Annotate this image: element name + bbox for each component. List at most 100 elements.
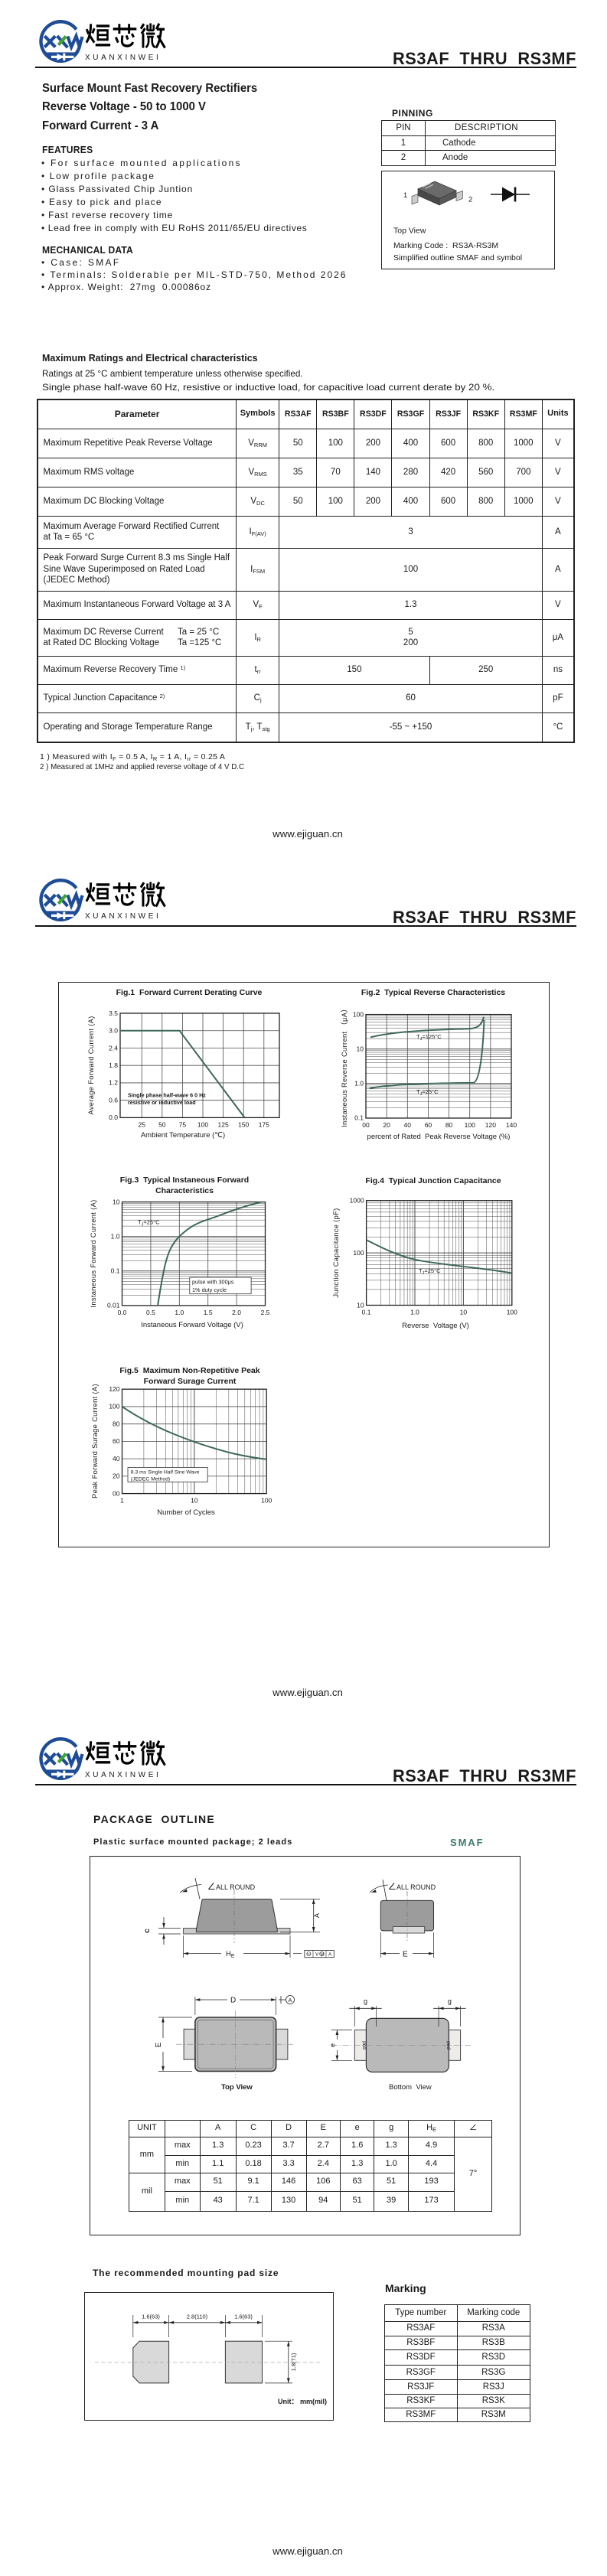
svg-text:Top View: Top View xyxy=(393,227,426,236)
svg-text:TJ=25°C: TJ=25°C xyxy=(138,1219,160,1228)
svg-text:Instaneous Forward Voltage (V): Instaneous Forward Voltage (V) xyxy=(141,1321,243,1329)
svg-text:1.6(63): 1.6(63) xyxy=(142,2314,160,2320)
svg-text:V: V xyxy=(315,1952,319,1958)
svg-text:0.01: 0.01 xyxy=(107,1302,120,1309)
svg-text:XUANXINWEI: XUANXINWEI xyxy=(85,54,161,62)
svg-text:10: 10 xyxy=(191,1497,198,1505)
svg-text:140: 140 xyxy=(506,1121,517,1129)
svg-text:00: 00 xyxy=(113,1489,120,1497)
svg-text:0.0: 0.0 xyxy=(109,1114,118,1121)
svg-text:ALL ROUND: ALL ROUND xyxy=(216,1883,256,1891)
svg-text:Number of Cycles: Number of Cycles xyxy=(157,1508,215,1517)
svg-text:XUANXINWEI: XUANXINWEI xyxy=(85,912,161,921)
svg-text:100: 100 xyxy=(261,1497,272,1505)
svg-text:1: 1 xyxy=(120,1497,124,1505)
svg-text:10: 10 xyxy=(460,1309,468,1316)
svg-text:60: 60 xyxy=(113,1437,120,1445)
svg-text:Peak Forward Surage Current (A: Peak Forward Surage Current (A) xyxy=(91,1384,99,1498)
svg-text:Fig.5 Maximum Non-Repetitive: Fig.5 Maximum Non-Repetitive Peak xyxy=(119,1366,259,1375)
svg-text:60: 60 xyxy=(425,1121,432,1129)
svg-text:0.6: 0.6 xyxy=(109,1096,118,1104)
svg-text:150: 150 xyxy=(238,1120,249,1128)
svg-text:1.0: 1.0 xyxy=(111,1233,120,1241)
svg-text:Forward Surage Current: Forward Surage Current xyxy=(144,1377,237,1386)
svg-text:A: A xyxy=(288,1997,292,2004)
svg-text:Single phase half-wave 6 0 Hz: Single phase half-wave 6 0 Hz xyxy=(128,1092,206,1099)
svg-text:0.0: 0.0 xyxy=(118,1309,127,1316)
svg-text:50: 50 xyxy=(158,1120,166,1128)
svg-text:100: 100 xyxy=(109,1403,119,1410)
svg-text:resistive or inductive load: resistive or inductive load xyxy=(128,1099,196,1106)
svg-text:1.0: 1.0 xyxy=(410,1309,419,1316)
svg-text:g: g xyxy=(364,1997,367,2005)
svg-text:175: 175 xyxy=(259,1120,269,1128)
svg-text:Fig.3 Typical Instaneous Forw: Fig.3 Typical Instaneous Forward xyxy=(120,1176,249,1185)
svg-text:TJ=25°C: TJ=25°C xyxy=(416,1088,439,1097)
svg-text:120: 120 xyxy=(109,1385,119,1393)
svg-text:TJ=125°C: TJ=125°C xyxy=(416,1033,442,1042)
svg-text:20: 20 xyxy=(113,1472,120,1480)
svg-text:100: 100 xyxy=(353,1249,364,1257)
svg-text:Junction Capacitance (pF): Junction Capacitance (pF) xyxy=(332,1208,340,1297)
svg-text:2.0: 2.0 xyxy=(232,1309,241,1316)
svg-text:1.6(63): 1.6(63) xyxy=(234,2314,253,2320)
svg-text:ALL ROUND: ALL ROUND xyxy=(397,1883,436,1891)
svg-text:2: 2 xyxy=(468,196,472,204)
svg-text:Unit： mm(mil): Unit： mm(mil) xyxy=(278,2398,327,2405)
svg-text:A: A xyxy=(328,1952,332,1958)
svg-text:Instaneous Forward Current (A): Instaneous Forward Current (A) xyxy=(90,1199,97,1307)
svg-text:Ambient Temperature (℃): Ambient Temperature (℃) xyxy=(141,1131,225,1140)
svg-text:Fig.2 Typical Reverse Charact: Fig.2 Typical Reverse Characteristics xyxy=(361,988,505,997)
svg-text:80: 80 xyxy=(445,1121,453,1129)
svg-text:Characteristics: Characteristics xyxy=(155,1186,214,1195)
svg-text:E: E xyxy=(155,2042,163,2047)
svg-text:0.1: 0.1 xyxy=(111,1267,120,1275)
svg-text:XUANXINWEI: XUANXINWEI xyxy=(85,1771,161,1779)
svg-text:100: 100 xyxy=(197,1120,208,1128)
svg-text:10: 10 xyxy=(357,1045,364,1053)
svg-text:20: 20 xyxy=(383,1121,390,1129)
svg-text:0.1: 0.1 xyxy=(354,1114,364,1122)
svg-text:125: 125 xyxy=(218,1120,229,1128)
svg-text:Reverse Voltage (V): Reverse Voltage (V) xyxy=(402,1322,469,1330)
svg-text:1.8: 1.8 xyxy=(109,1061,118,1069)
svg-text:0.5: 0.5 xyxy=(146,1309,155,1316)
svg-text:1% duty cycle: 1% duty cycle xyxy=(192,1286,227,1293)
svg-text:8.3 ms Single Half Sine Wave: 8.3 ms Single Half Sine Wave xyxy=(131,1470,200,1475)
svg-text:D: D xyxy=(230,1997,236,2005)
svg-text:2.8(110): 2.8(110) xyxy=(187,2314,208,2320)
svg-text:1.8(71): 1.8(71) xyxy=(290,2353,297,2371)
svg-text:Fig.1 Forward Current Deratin: Fig.1 Forward Current Derating Curve xyxy=(116,988,263,997)
svg-text:10: 10 xyxy=(113,1198,120,1205)
svg-text:Simplified outline SMAF and sy: Simplified outline SMAF and symbol xyxy=(393,253,522,262)
svg-text:Fig.4 Typical Junction Capaci: Fig.4 Typical Junction Capacitance xyxy=(365,1176,501,1185)
svg-text:percent of Rated Peak Reverse: percent of Rated Peak Reverse Voltage (%… xyxy=(367,1133,511,1141)
svg-text:HE: HE xyxy=(226,1950,235,1959)
svg-text:pulse with 300μs: pulse with 300μs xyxy=(192,1279,234,1286)
svg-text:100: 100 xyxy=(353,1010,364,1018)
svg-text:1.5: 1.5 xyxy=(204,1309,213,1316)
svg-text:10: 10 xyxy=(357,1301,364,1309)
svg-text:2.5: 2.5 xyxy=(261,1309,270,1316)
svg-text:Top View: Top View xyxy=(221,2083,253,2092)
svg-text:E: E xyxy=(403,1951,408,1959)
svg-text:3.5: 3.5 xyxy=(109,1009,118,1017)
svg-text:A: A xyxy=(313,1913,321,1918)
svg-text:2.4: 2.4 xyxy=(109,1044,118,1052)
svg-text:Average Forward Current (A): Average Forward Current (A) xyxy=(87,1016,95,1114)
svg-text:1.0: 1.0 xyxy=(354,1080,364,1087)
svg-text:g: g xyxy=(448,1997,452,2005)
svg-text:1.0: 1.0 xyxy=(175,1309,184,1316)
svg-text:1.2: 1.2 xyxy=(109,1079,118,1087)
svg-text:3.0: 3.0 xyxy=(109,1027,118,1035)
svg-text:TJ=25°C: TJ=25°C xyxy=(419,1267,441,1276)
svg-text:Instaneous Reverse Current （μA: Instaneous Reverse Current （μA） xyxy=(341,1005,348,1127)
svg-text:pad: pad xyxy=(362,2041,367,2049)
svg-text:100: 100 xyxy=(507,1309,517,1316)
svg-text:(JEDEC Method): (JEDEC Method) xyxy=(131,1477,170,1482)
svg-text:0.1: 0.1 xyxy=(362,1309,371,1316)
svg-text:120: 120 xyxy=(485,1121,496,1129)
svg-text:40: 40 xyxy=(404,1121,412,1129)
svg-text:Marking Code : RS3A-RS3M: Marking Code : RS3A-RS3M xyxy=(393,241,498,250)
svg-text:80: 80 xyxy=(113,1420,120,1427)
